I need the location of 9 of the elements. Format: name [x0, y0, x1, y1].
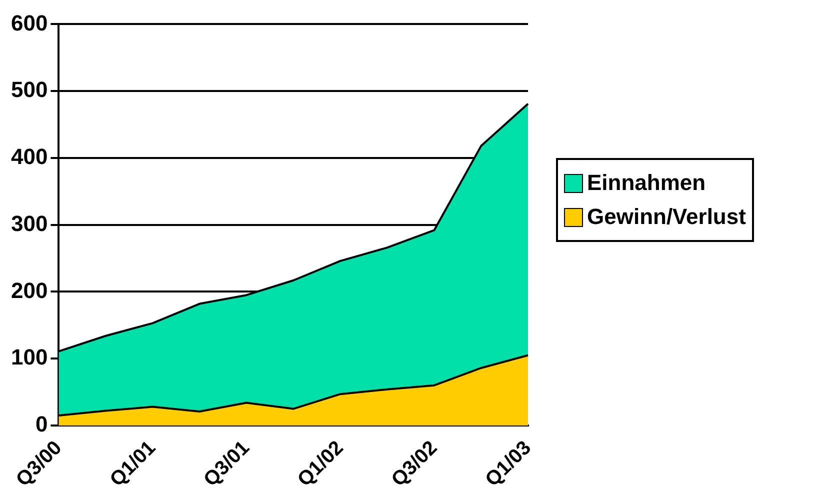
legend-label: Einnahmen — [587, 169, 706, 197]
y-tick-label: 500 — [10, 77, 48, 102]
y-tick-label: 0 — [35, 412, 48, 437]
y-tick-label: 200 — [10, 278, 48, 303]
y-tick-label: 300 — [10, 210, 48, 236]
legend-label: Gewinn/Verlust — [587, 203, 746, 231]
y-tick-label: 100 — [10, 344, 48, 370]
y-tick-label: 400 — [10, 144, 48, 170]
y-tick-label: 600 — [10, 10, 48, 36]
